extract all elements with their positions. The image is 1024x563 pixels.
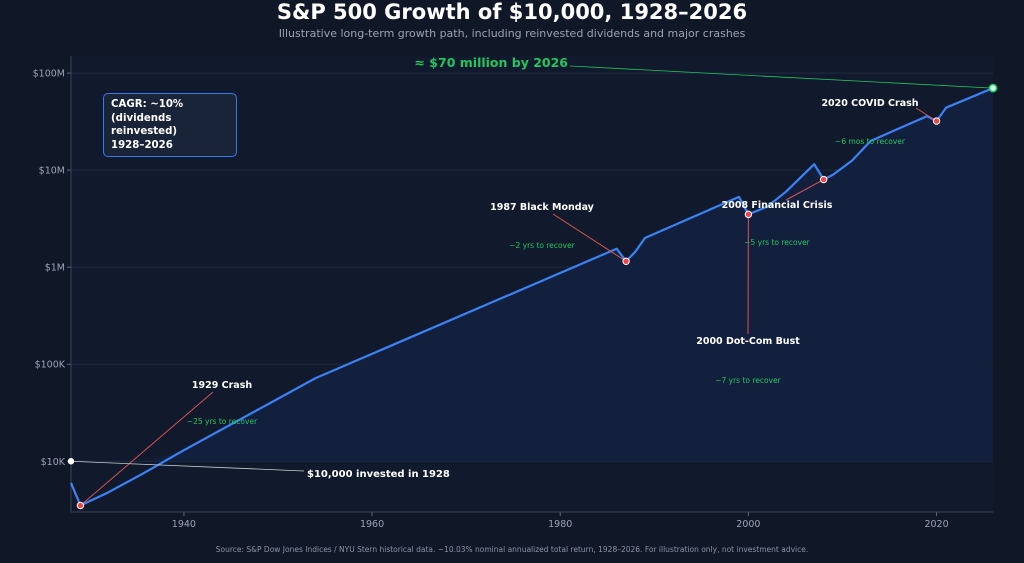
x-tick-label: 1940 xyxy=(172,519,196,530)
crash-label: 2020 COVID Crash xyxy=(821,98,918,109)
x-tick-label: 1980 xyxy=(548,519,572,530)
recovery-label: ~7 yrs to recover xyxy=(715,376,781,385)
crash-marker xyxy=(744,210,753,219)
y-tick-label: $10K xyxy=(41,457,66,468)
end-marker xyxy=(988,83,998,93)
end-arrow xyxy=(569,65,994,89)
annotation-layer: 1929 Crash ~25 yrs to recover 1987 Black M… xyxy=(67,55,998,510)
cagr-box: CAGR: ~10% (dividends reinvested) 1928–2… xyxy=(103,93,237,157)
recovery-label: ~6 mos to recover xyxy=(835,137,906,146)
crash-label: 2008 Financial Crisis xyxy=(722,200,833,211)
crash-marker xyxy=(932,117,941,125)
crash-marker xyxy=(76,501,85,510)
chart-subtitle: Illustrative long-term growth path, incl… xyxy=(278,27,746,40)
chart-title: S&P 500 Growth of $10,000, 1928–2026 xyxy=(276,0,748,24)
cagr-line-1: CAGR: ~10% xyxy=(111,99,184,110)
start-arrow xyxy=(70,460,305,472)
crash-label: 1987 Black Monday xyxy=(490,202,595,213)
crash-marker xyxy=(819,175,828,184)
y-tick-label: $100K xyxy=(35,360,66,371)
x-tick-label: 2000 xyxy=(736,519,760,530)
cagr-line-3: 1928–2026 xyxy=(111,139,173,151)
cagr-line-2: (dividends reinvested) xyxy=(111,112,178,138)
crash-label: 1929 Crash xyxy=(192,380,252,391)
crash-arrow xyxy=(915,107,937,122)
series-area xyxy=(71,88,993,462)
crash-label: 2000 Dot-Com Bust xyxy=(696,336,800,347)
y-tick-label: $10M xyxy=(39,166,65,177)
y-tick-label: $100M xyxy=(33,69,65,80)
chart-source: Source: S&P Dow Jones Indices / NYU Ster… xyxy=(215,545,809,554)
crash-arrow xyxy=(552,213,627,262)
y-tick-label: $1M xyxy=(45,263,65,274)
recovery-label: ~25 yrs to recover xyxy=(187,417,258,426)
x-tick-label: 2020 xyxy=(924,519,948,530)
recovery-label: ~2 yrs to recover xyxy=(509,241,575,250)
crash-arrow xyxy=(785,179,824,201)
crash-arrow xyxy=(80,391,214,506)
x-tick-label: 1960 xyxy=(360,519,384,530)
end-label: ≈ $70 million by 2026 xyxy=(414,55,568,70)
start-label: $10,000 invested in 1928 xyxy=(307,469,450,480)
axis-layer: $10K $100K $1M $10M $100M 1940 1960 1980 2000 202… xyxy=(33,56,993,530)
start-marker xyxy=(67,458,75,465)
recovery-label: ~5 yrs to recover xyxy=(744,238,810,247)
crash-marker xyxy=(622,257,630,265)
